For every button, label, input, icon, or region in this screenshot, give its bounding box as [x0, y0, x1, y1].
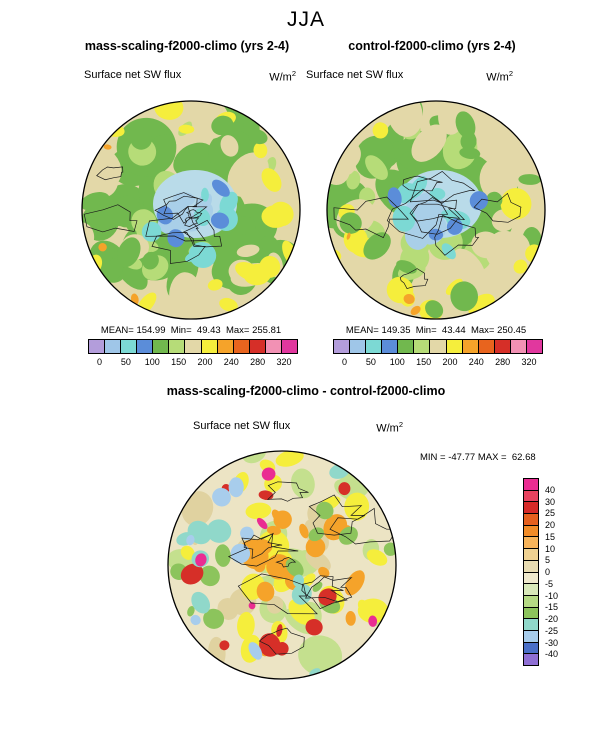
- colorbar-cell: [510, 340, 527, 353]
- colorbar-cell: [494, 340, 511, 353]
- colorbar-cell: [524, 502, 538, 515]
- colorbar-tick-label: 40: [545, 484, 556, 495]
- left-colorbar: [88, 339, 298, 354]
- left-colorbar-ticks: 0 50 100 150 200 240 280 320: [88, 357, 298, 368]
- colorbar-cell: [524, 572, 538, 585]
- colorbar-tick-label: 240: [468, 357, 484, 367]
- right-field-label: Surface net SW flux: [306, 69, 404, 81]
- colorbar-cell: [524, 549, 538, 561]
- difference-polar-map: [167, 450, 397, 680]
- difference-colorbar-labels: 40 30 25 20 15 10 5 0 -5 -10 -15 -20 -25 -30 -40: [545, 478, 577, 666]
- difference-field-label: Surface net SW flux: [193, 420, 291, 432]
- colorbar-cell: [89, 340, 106, 353]
- colorbar-cell: [524, 560, 538, 573]
- colorbar-tick-label: 150: [416, 357, 432, 367]
- colorbar-tick-label: 0: [97, 357, 103, 367]
- colorbar-cell: [185, 340, 202, 353]
- colorbar-cell: [478, 340, 495, 353]
- right-stats-text: MEAN= 149.35 Min= 43.44 Max= 250.45: [345, 325, 527, 336]
- colorbar-cell: [249, 340, 266, 353]
- right-colorbar-ticks: 0 50 100 150 200 240 280 320: [333, 357, 543, 368]
- colorbar-tick-label: 240: [223, 357, 239, 367]
- colorbar-cell: [524, 654, 538, 665]
- colorbar-tick-label: -10: [545, 590, 559, 601]
- colorbar-cell: [169, 340, 186, 353]
- colorbar-tick-label: -5: [545, 578, 554, 589]
- colorbar-cell: [524, 479, 538, 491]
- difference-minmax-text: MIN = -47.77 MAX = 62.68: [420, 452, 536, 463]
- colorbar-tick-label: 100: [389, 357, 405, 367]
- colorbar-tick-label: -30: [545, 637, 559, 648]
- colorbar-tick-label: 320: [276, 357, 292, 367]
- colorbar-cell: [524, 607, 538, 620]
- colorbar-tick-label: 280: [495, 357, 511, 367]
- left-polar-map: [81, 100, 301, 320]
- colorbar-tick-label: 0: [545, 567, 551, 577]
- colorbar-cell: [414, 340, 431, 353]
- colorbar-tick-label: 5: [545, 555, 551, 566]
- colorbar-tick-label: 50: [365, 357, 376, 367]
- colorbar-cell: [265, 340, 282, 353]
- colorbar-cell: [121, 340, 138, 353]
- colorbar-tick-label: 50: [120, 357, 131, 367]
- colorbar-cell: [462, 340, 479, 353]
- colorbar-cell: [446, 340, 463, 353]
- colorbar-cell: [524, 642, 538, 655]
- colorbar-cell: [153, 340, 170, 353]
- colorbar-tick-label: 30: [545, 496, 556, 507]
- colorbar-tick-label: 320: [521, 357, 537, 367]
- colorbar-tick-label: 25: [545, 508, 556, 519]
- colorbar-cell: [524, 619, 538, 631]
- colorbar-cell: [334, 340, 351, 353]
- left-panel-sublabels: Surface net SW flux W/m2: [84, 69, 296, 84]
- colorbar-cell: [350, 340, 367, 353]
- colorbar-cell: [281, 340, 298, 353]
- colorbar-tick-label: 150: [171, 357, 187, 367]
- right-panel-sublabels: Surface net SW flux W/m2: [306, 69, 513, 84]
- colorbar-tick-label: 10: [545, 543, 556, 554]
- colorbar-cell: [524, 525, 538, 538]
- colorbar-cell: [382, 340, 399, 353]
- colorbar-tick-label: 20: [545, 520, 556, 530]
- colorbar-cell: [366, 340, 383, 353]
- colorbar-tick-label: 0: [342, 357, 348, 367]
- colorbar-cell: [201, 340, 218, 353]
- difference-units-label: W/m2: [376, 420, 403, 435]
- colorbar-cell: [430, 340, 447, 353]
- colorbar-tick-label: -15: [545, 602, 559, 613]
- colorbar-tick-label: 15: [545, 531, 556, 542]
- colorbar-cell: [524, 630, 538, 643]
- colorbar-cell: [137, 340, 154, 353]
- left-stats-text: MEAN= 154.99 Min= 49.43 Max= 255.81: [100, 325, 282, 336]
- colorbar-cell: [524, 490, 538, 503]
- left-panel-title: mass-scaling-f2000-climo (yrs 2-4): [84, 39, 290, 53]
- colorbar-tick-label: 200: [197, 357, 213, 367]
- difference-colorbar: [523, 478, 539, 666]
- colorbar-cell: [217, 340, 234, 353]
- colorbar-cell: [524, 537, 538, 550]
- right-panel-title: control-f2000-climo (yrs 2-4): [348, 39, 516, 53]
- difference-panel-sublabels: Surface net SW flux W/m2: [193, 420, 403, 435]
- left-units-label: W/m2: [269, 69, 296, 84]
- left-field-label: Surface net SW flux: [84, 69, 182, 81]
- colorbar-cell: [233, 340, 250, 353]
- colorbar-cell: [524, 584, 538, 596]
- difference-panel-title: mass-scaling-f2000-climo - control-f2000…: [166, 384, 446, 398]
- colorbar-cell: [105, 340, 122, 353]
- colorbar-tick-label: 200: [442, 357, 458, 367]
- colorbar-tick-label: -40: [545, 649, 559, 660]
- colorbar-tick-label: 280: [250, 357, 266, 367]
- colorbar-cell: [526, 340, 543, 353]
- colorbar-cell: [524, 595, 538, 608]
- colorbar-cell: [524, 514, 538, 526]
- colorbar-tick-label: 100: [144, 357, 160, 367]
- colorbar-cell: [398, 340, 415, 353]
- right-units-label: W/m2: [486, 69, 513, 84]
- right-colorbar: [333, 339, 543, 354]
- colorbar-tick-label: -20: [545, 614, 559, 624]
- page-title: JJA: [286, 8, 325, 31]
- right-polar-map: [326, 100, 546, 320]
- colorbar-tick-label: -25: [545, 625, 559, 636]
